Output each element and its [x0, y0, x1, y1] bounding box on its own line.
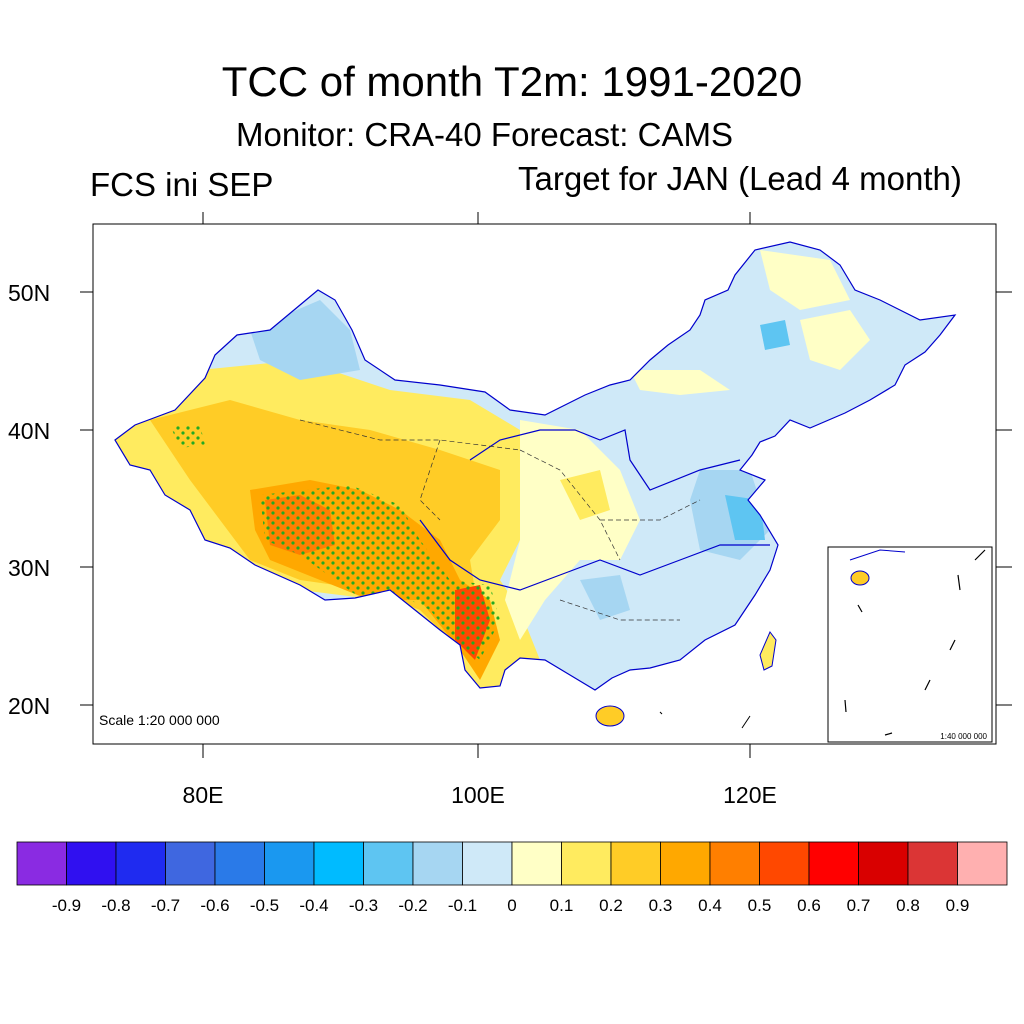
colorbar-tick-label: -0.1: [447, 896, 478, 915]
colorbar-box: [907, 841, 958, 886]
colorbar-box: [115, 841, 166, 886]
lat-label-40n: 40N: [8, 418, 51, 444]
colorbar-box: [561, 841, 612, 886]
target-label: Target for JAN (Lead 4 month): [518, 160, 962, 197]
colorbar-box: [66, 841, 117, 886]
yellow-river-line: [469, 429, 741, 491]
colorbar-tick-label: -0.6: [200, 896, 230, 915]
inset-scale-label: 1:40 000 000: [940, 732, 987, 741]
lat-label-50n: 50N: [8, 280, 51, 306]
colorbar-box: [858, 841, 909, 886]
colorbar-tick-label: -0.3: [348, 896, 379, 915]
init-label: FCS ini SEP: [90, 166, 274, 203]
yangtze-river-line: [419, 519, 770, 591]
colorbar-tick-label: -0.2: [398, 896, 428, 915]
colorbar-tick-label: -0.4: [299, 896, 329, 915]
colorbar-tick-label: 0.9: [945, 896, 970, 915]
colorbar-box: [610, 841, 661, 886]
colorbar-box: [511, 841, 562, 886]
colorbar-tick-label: -0.7: [150, 896, 181, 915]
colorbar-box: [462, 841, 513, 886]
china-map: 1:40 000 000 Scale 1:20 000 000: [80, 212, 1012, 758]
colorbar-tick-label: 0.1: [549, 896, 574, 915]
colorbar-tick-label: 0.5: [747, 896, 772, 915]
scale-label: Scale 1:20 000 000: [99, 712, 220, 728]
colorbar-tick-label: 0: [507, 896, 517, 915]
colorbar-box: [313, 841, 364, 886]
colorbar-box: [165, 841, 216, 886]
colorbar-box: [264, 841, 315, 886]
axis-ticks: [80, 212, 1012, 758]
colorbar-box: [16, 841, 67, 886]
colorbar-box: [214, 841, 265, 886]
colorbar-tick-label: 0.4: [698, 896, 722, 915]
chart-title: TCC of month T2m: 1991-2020: [221, 58, 803, 105]
lon-label-120e: 120E: [723, 782, 777, 808]
colorbar-tick-label: -0.9: [51, 896, 82, 915]
south-china-sea-inset: 1:40 000 000: [827, 546, 993, 743]
colorbar-box: [363, 841, 414, 886]
significance-stipple: [170, 425, 500, 660]
provincial-boundaries: [299, 419, 701, 621]
colorbar-tick-label: 0.6: [797, 896, 821, 915]
lat-label-20n: 20N: [8, 693, 51, 719]
colorbar-box: [957, 841, 1008, 886]
colorbar-tick-label: 0.7: [846, 896, 871, 915]
colorbar-tick-label: 0.8: [896, 896, 920, 915]
colorbar-box: [412, 841, 463, 886]
colorbar-tick-label: 0.3: [648, 896, 673, 915]
hainan-island: [595, 705, 625, 727]
colorbar-tick-label: -0.5: [249, 896, 280, 915]
lon-label-100e: 100E: [451, 782, 505, 808]
colorbar-box: [759, 841, 810, 886]
chart-subtitle: Monitor: CRA-40 Forecast: CAMS: [236, 116, 733, 153]
colorbar-tick-label: -0.8: [101, 896, 131, 915]
colorbar-box: [660, 841, 711, 886]
colorbar-box: [709, 841, 760, 886]
colorbar-box: [808, 841, 859, 886]
lon-label-80e: 80E: [182, 782, 224, 808]
lat-label-30n: 30N: [8, 555, 51, 581]
colorbar-tick-label: 0.2: [599, 896, 623, 915]
taiwan-island: [759, 631, 777, 671]
